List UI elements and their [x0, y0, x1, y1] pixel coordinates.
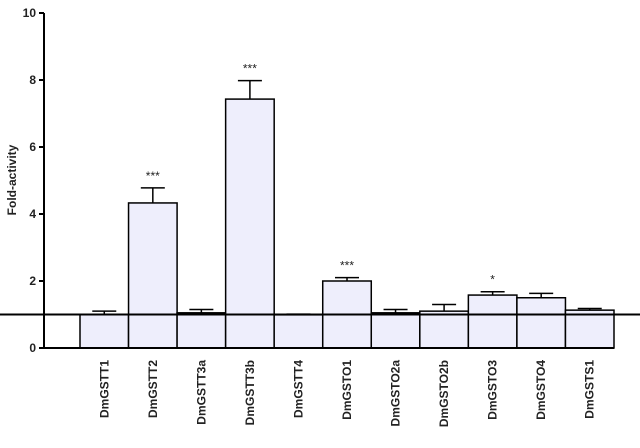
bar: [467, 294, 518, 349]
y-tick-label: 8: [29, 73, 36, 87]
y-tick-label: 4: [29, 207, 36, 221]
y-tick-label: 10: [23, 6, 37, 20]
bar: [419, 310, 470, 349]
x-tick-label: DmGSTO1: [340, 360, 354, 420]
bar: [176, 312, 227, 349]
bar: [564, 309, 615, 349]
y-tick-label: 0: [29, 341, 36, 355]
significance-label: ***: [340, 259, 354, 273]
x-tick-label: DmGSTO4: [534, 360, 548, 420]
y-tick-label: 2: [29, 274, 36, 288]
x-tick-label: DmGSTT1: [97, 360, 111, 418]
x-tick-label: DmGSTT2: [146, 360, 160, 418]
y-axis-label: Fold-activity: [5, 144, 19, 215]
x-tick-label: DmGSTT3b: [243, 360, 257, 425]
significance-label: *: [490, 273, 495, 287]
x-tick-label: DmGSTT4: [291, 360, 305, 418]
x-tick-label: DmGSTO2b: [437, 360, 451, 427]
y-tick-label: 6: [29, 140, 36, 154]
significance-label: ***: [243, 62, 257, 76]
bar: [79, 313, 130, 349]
bar: [516, 297, 567, 349]
bar: [370, 312, 421, 349]
x-tick-label: DmGSTO2a: [389, 360, 403, 427]
x-tick-label: DmGSTS1: [583, 360, 597, 419]
x-tick-label: DmGSTT3a: [194, 360, 208, 425]
bar: [127, 202, 178, 349]
significance-label: ***: [146, 169, 160, 183]
bar: [224, 98, 275, 349]
x-tick-label: DmGSTO3: [486, 360, 500, 420]
bar: [273, 314, 324, 349]
